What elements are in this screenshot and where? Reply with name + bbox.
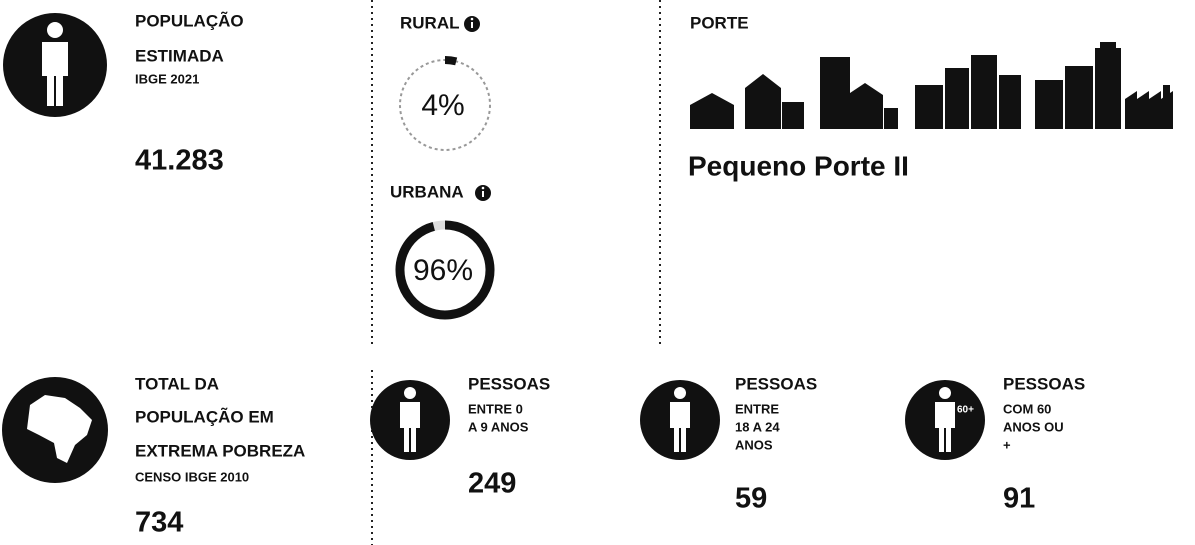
icon-body: [935, 402, 955, 452]
label: RURAL: [400, 13, 460, 32]
title: PESSOAS: [1003, 374, 1085, 393]
porte-value: Pequeno Porte II: [688, 150, 909, 181]
title: POPULAÇÃO EM: [135, 406, 274, 426]
percent: 4%: [421, 89, 464, 122]
source: IBGE 2021: [135, 71, 199, 86]
value: 91: [1003, 483, 1035, 515]
title: PESSOAS: [468, 374, 550, 393]
subtitle: A 9 ANOS: [468, 419, 529, 434]
title: PESSOAS: [735, 374, 817, 393]
icon-head: [939, 387, 951, 399]
person-icon: [370, 380, 450, 460]
ring-arc: [395, 220, 495, 320]
value: 734: [135, 507, 183, 539]
subtitle: +: [1003, 437, 1011, 452]
icon-body: [670, 402, 690, 452]
subtitle: 18 A 24: [735, 419, 780, 434]
label: PORTE: [690, 13, 749, 32]
info-icon: [475, 185, 491, 201]
title: POPULAÇÃO: [135, 10, 244, 30]
icon-body: [400, 402, 420, 452]
label: URBANA: [390, 182, 464, 201]
title: TOTAL DA: [135, 374, 219, 393]
subtitle: ENTRE 0: [468, 401, 523, 416]
subtitle: ANOS OU: [1003, 419, 1064, 434]
icon-head: [674, 387, 686, 399]
ring-arc: [444, 56, 458, 66]
title: EXTREMA POBREZA: [135, 441, 305, 460]
subtitle: COM 60: [1003, 401, 1051, 416]
icon-head: [404, 387, 416, 399]
person-icon: [640, 380, 720, 460]
source: CENSO IBGE 2010: [135, 469, 249, 484]
badge: 60+: [957, 405, 974, 416]
value: 41.283: [135, 145, 224, 177]
person-icon: 60+: [905, 380, 985, 460]
title: ESTIMADA: [135, 46, 224, 65]
subtitle: ANOS: [735, 437, 773, 452]
city-icons: [690, 42, 1173, 129]
brazil-icon: [2, 377, 108, 483]
info-icon: [464, 16, 480, 32]
percent: 96%: [413, 254, 473, 287]
subtitle: ENTRE: [735, 401, 779, 416]
value: 59: [735, 483, 767, 515]
value: 249: [468, 468, 516, 500]
person-icon: [3, 13, 107, 117]
